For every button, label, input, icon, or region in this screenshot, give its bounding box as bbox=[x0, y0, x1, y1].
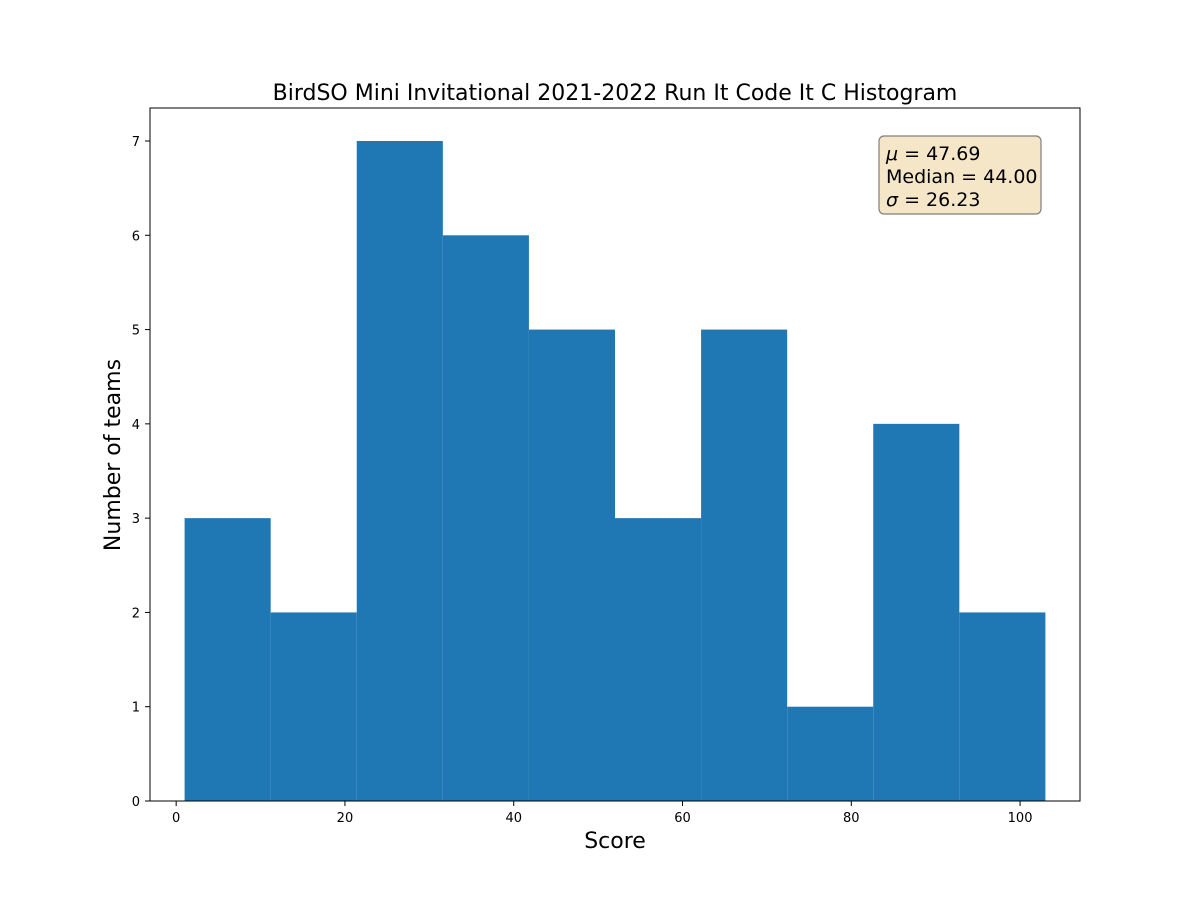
y-tick-label: 5 bbox=[132, 324, 140, 339]
histogram-bar bbox=[356, 141, 443, 801]
x-tick-label: 100 bbox=[1008, 811, 1033, 826]
y-tick-label: 2 bbox=[132, 606, 140, 621]
x-tick-label: 80 bbox=[843, 811, 860, 826]
bars-group bbox=[184, 141, 1046, 802]
stats-median: Median = 44.00 bbox=[886, 166, 1038, 188]
y-tick-label: 4 bbox=[132, 418, 140, 433]
histogram-bar bbox=[528, 329, 615, 801]
y-tick-label: 0 bbox=[132, 795, 140, 810]
y-axis-label: Number of teams bbox=[101, 359, 126, 551]
histogram-bar bbox=[701, 329, 788, 801]
histogram-bar bbox=[615, 518, 702, 801]
x-axis-label: Score bbox=[584, 829, 646, 854]
histogram-bar bbox=[442, 235, 529, 802]
stats-mean: μ = 47.69 bbox=[885, 143, 981, 165]
x-tick-label: 60 bbox=[674, 811, 691, 826]
x-tick-label: 0 bbox=[172, 811, 180, 826]
y-tick-label: 3 bbox=[132, 512, 140, 527]
histogram-bar bbox=[959, 612, 1046, 801]
histogram-bar bbox=[270, 612, 357, 801]
y-tick-label: 7 bbox=[132, 135, 140, 150]
y-tick-label: 6 bbox=[132, 229, 140, 244]
x-axis-ticks: 0 20 40 60 80 100 bbox=[172, 801, 1032, 826]
stats-box: μ = 47.69 Median = 44.00 σ = 26.23 bbox=[878, 135, 1042, 215]
x-tick-label: 40 bbox=[505, 811, 522, 826]
plot-area-frame bbox=[149, 107, 1081, 802]
chart-title: BirdSO Mini Invitational 2021-2022 Run I… bbox=[273, 81, 958, 106]
y-tick-label: 1 bbox=[132, 701, 140, 716]
stats-box-background bbox=[878, 135, 1042, 215]
stats-std: σ = 26.23 bbox=[886, 189, 980, 211]
histogram-bar bbox=[184, 518, 271, 801]
y-axis-ticks: 0 1 2 3 4 5 6 7 bbox=[132, 135, 150, 810]
x-tick-label: 20 bbox=[337, 811, 354, 826]
histogram-bar bbox=[873, 423, 960, 801]
histogram-bar bbox=[787, 706, 874, 801]
